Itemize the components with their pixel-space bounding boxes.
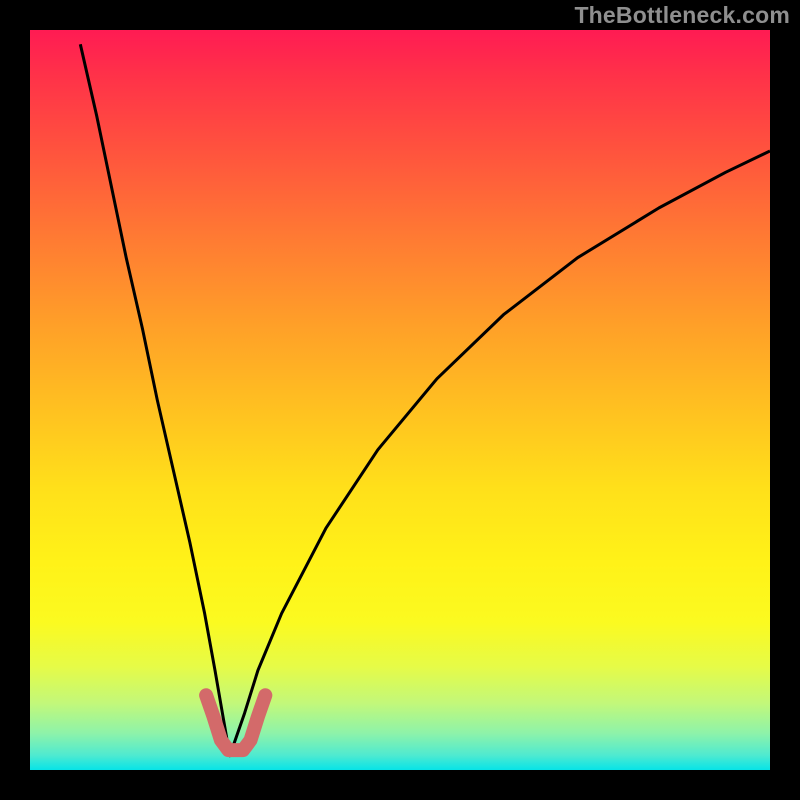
bottleneck-curve bbox=[30, 30, 770, 770]
chart-root: TheBottleneck.com bbox=[0, 0, 800, 800]
watermark-text: TheBottleneck.com bbox=[574, 2, 790, 29]
plot-area bbox=[30, 30, 770, 770]
